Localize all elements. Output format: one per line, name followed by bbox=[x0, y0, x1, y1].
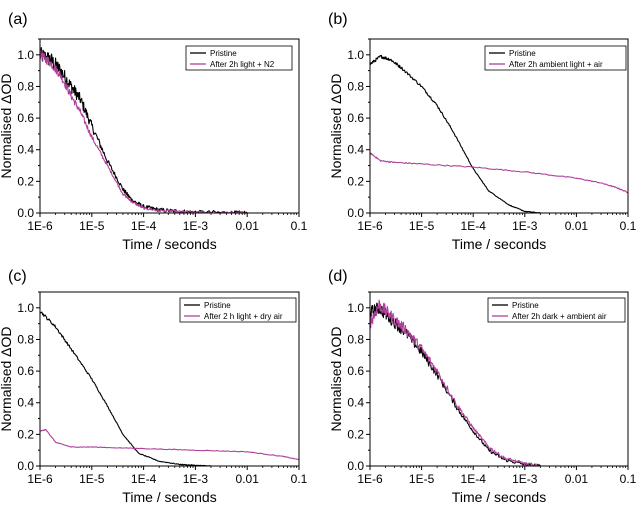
x-tick-label: 0.01 bbox=[236, 472, 260, 486]
legend-entry: After 2h dark + ambient air bbox=[512, 312, 607, 321]
y-tick-label: 0.6 bbox=[17, 111, 34, 125]
x-axis-title: Time / seconds bbox=[452, 236, 546, 252]
y-tick-label: 1.0 bbox=[17, 301, 34, 315]
y-tick-label: 0.2 bbox=[17, 427, 34, 441]
x-tick-label: 1E-6 bbox=[27, 472, 53, 486]
series-line-pristine bbox=[39, 311, 212, 467]
series-line-pristine bbox=[39, 47, 248, 214]
y-tick-label: 0.4 bbox=[17, 143, 34, 157]
y-tick-label: 0.8 bbox=[17, 332, 34, 346]
series-line-treated bbox=[369, 151, 629, 194]
legend-entry: Pristine bbox=[509, 49, 536, 58]
x-tick-label: 0.01 bbox=[236, 219, 260, 233]
chart-panel-d: (d) 0.0 0.2 0.4 0.6 0.8 1.0 1E-6 1E-5 1E-4 1E-3 0.0… bbox=[328, 268, 637, 505]
x-tick-label: 1E-5 bbox=[409, 219, 435, 233]
x-tick-label: 1E-3 bbox=[183, 219, 209, 233]
legend-entry: After 2 h light + dry air bbox=[204, 312, 283, 321]
x-tick-label: 1E-3 bbox=[183, 472, 209, 486]
chart-panel-b: (b) 0.0 0.2 0.4 0.6 0.8 1.0 1E-6 1E-5 1E-4 1E-3 0.0… bbox=[328, 11, 637, 252]
x-tick-label: 1E-4 bbox=[131, 219, 157, 233]
x-tick-label: 1E-4 bbox=[461, 472, 487, 486]
x-tick-label: 0.1 bbox=[291, 472, 308, 486]
y-tick-label: 0.6 bbox=[347, 364, 364, 378]
series-line-treated bbox=[369, 299, 541, 467]
legend-entry: After 2h ambient light + air bbox=[509, 60, 603, 69]
chart-panel-a: (a) 0.0 0.2 0.4 0.6 0.8 1.0 1E-6 1E-5 1E-4 1E-3 0.0… bbox=[0, 11, 308, 252]
plot-frame bbox=[39, 291, 300, 467]
y-axis-title: Normalised ΔOD bbox=[328, 73, 344, 178]
y-axis-title: Normalised ΔOD bbox=[0, 326, 14, 431]
y-tick-label: 0.6 bbox=[347, 111, 364, 125]
x-tick-label: 1E-5 bbox=[79, 219, 105, 233]
panel-label: (a) bbox=[8, 11, 28, 28]
panel-label: (d) bbox=[328, 268, 348, 285]
x-tick-label: 0.01 bbox=[565, 472, 589, 486]
legend-box bbox=[487, 297, 626, 323]
y-tick-label: 0.8 bbox=[347, 79, 364, 93]
plot-frame bbox=[369, 291, 629, 467]
x-tick-label: 0.1 bbox=[620, 219, 637, 233]
x-tick-label: 1E-3 bbox=[512, 219, 538, 233]
y-axis-title: Normalised ΔOD bbox=[0, 73, 14, 178]
plot-frame bbox=[369, 38, 629, 214]
x-tick-label: 1E-5 bbox=[79, 472, 105, 486]
x-tick-label: 1E-4 bbox=[461, 219, 487, 233]
y-tick-label: 0.4 bbox=[347, 396, 364, 410]
x-axis-title: Time / seconds bbox=[122, 489, 216, 505]
panel-label: (c) bbox=[8, 268, 27, 285]
series-line-treated bbox=[39, 50, 248, 214]
x-tick-label: 0.1 bbox=[291, 219, 308, 233]
legend-entry: After 2h light + N2 bbox=[210, 60, 275, 69]
legend-entry: Pristine bbox=[204, 301, 231, 310]
x-tick-label: 0.01 bbox=[565, 219, 589, 233]
y-tick-label: 0.0 bbox=[347, 459, 364, 473]
y-tick-label: 0.0 bbox=[17, 459, 34, 473]
y-tick-label: 0.8 bbox=[347, 332, 364, 346]
series-line-pristine bbox=[369, 302, 541, 467]
y-tick-label: 0.4 bbox=[347, 143, 364, 157]
y-tick-label: 0.2 bbox=[347, 174, 364, 188]
x-tick-label: 0.1 bbox=[620, 472, 637, 486]
y-tick-label: 0.2 bbox=[347, 427, 364, 441]
x-tick-label: 1E-6 bbox=[27, 219, 53, 233]
y-axis-title: Normalised ΔOD bbox=[328, 326, 344, 431]
y-tick-label: 0.0 bbox=[347, 206, 364, 220]
plot-frame bbox=[39, 38, 300, 214]
legend-box bbox=[484, 45, 627, 71]
series-line-treated bbox=[39, 428, 300, 461]
x-axis-title: Time / seconds bbox=[122, 236, 216, 252]
y-tick-label: 1.0 bbox=[347, 48, 364, 62]
y-tick-label: 0.4 bbox=[17, 396, 34, 410]
y-tick-label: 0.8 bbox=[17, 79, 34, 93]
legend-box bbox=[179, 297, 297, 323]
y-tick-label: 0.6 bbox=[17, 364, 34, 378]
y-tick-label: 0.2 bbox=[17, 174, 34, 188]
x-tick-label: 1E-5 bbox=[409, 472, 435, 486]
y-tick-label: 0.0 bbox=[17, 206, 34, 220]
chart-panel-c: (c) 0.0 0.2 0.4 0.6 0.8 1.0 1E-6 1E-5 1E-4 1E-3 0.0… bbox=[0, 268, 308, 505]
x-tick-label: 1E-6 bbox=[357, 472, 383, 486]
y-tick-label: 1.0 bbox=[17, 48, 34, 62]
series-line-pristine bbox=[369, 54, 541, 214]
legend-box bbox=[185, 45, 293, 71]
legend-entry: Pristine bbox=[512, 301, 539, 310]
y-tick-label: 1.0 bbox=[347, 301, 364, 315]
x-tick-label: 1E-3 bbox=[512, 472, 538, 486]
legend-entry: Pristine bbox=[210, 49, 237, 58]
x-tick-label: 1E-4 bbox=[131, 472, 157, 486]
x-axis-title: Time / seconds bbox=[452, 489, 546, 505]
x-tick-label: 1E-6 bbox=[357, 219, 383, 233]
panel-label: (b) bbox=[328, 11, 348, 28]
